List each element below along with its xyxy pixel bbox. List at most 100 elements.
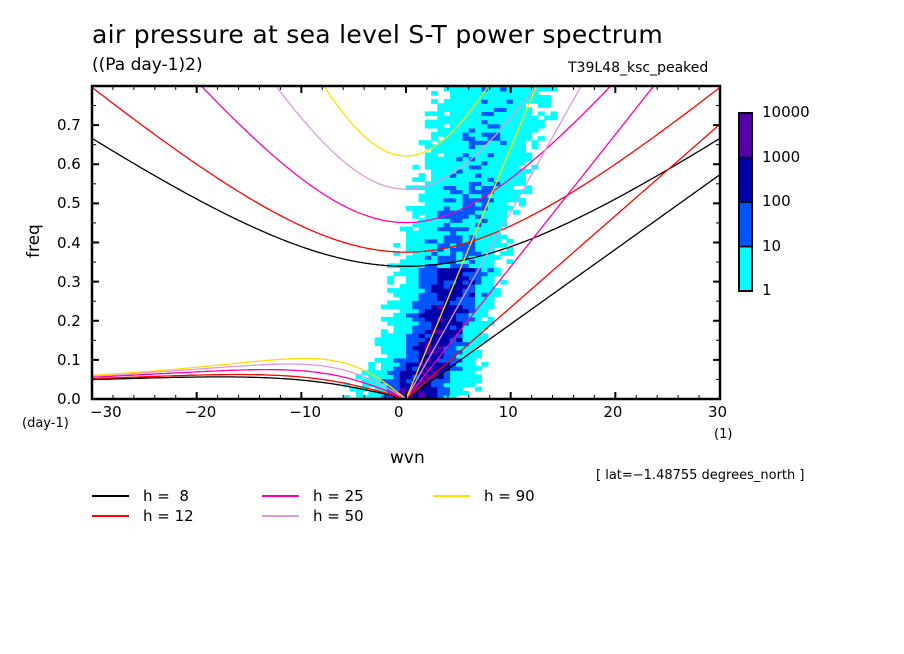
- contour-cell: [462, 136, 470, 141]
- contour-cell: [443, 357, 451, 363]
- contour-cell: [506, 205, 514, 211]
- contour-cell: [462, 370, 470, 375]
- contour-cell: [437, 370, 445, 375]
- contour-cell: [450, 370, 457, 375]
- contour-cell: [443, 164, 451, 170]
- y-tick-label: 0.3: [57, 272, 81, 291]
- contour-cell: [399, 226, 407, 232]
- contour-cell: [393, 345, 401, 351]
- contour-cell: [424, 386, 432, 392]
- contour-cell: [506, 168, 514, 174]
- contour-cell: [462, 300, 470, 306]
- contour-cell: [519, 95, 526, 100]
- contour-cell: [399, 345, 407, 351]
- contour-cell: [355, 390, 363, 396]
- contour-cell: [387, 341, 395, 347]
- contour-cell: [500, 156, 508, 162]
- kelvin-curve-h25: [405, 86, 655, 399]
- contour-cell: [393, 300, 401, 306]
- experiment-label: T39L48_ksc_peaked: [568, 60, 709, 76]
- contour-cell: [374, 378, 382, 384]
- contour-cell: [456, 279, 464, 285]
- contour-cell: [493, 173, 501, 178]
- contour-cell: [487, 279, 495, 285]
- contour-cell: [487, 242, 495, 248]
- contour-cell: [412, 312, 420, 318]
- contour-cell: [475, 296, 482, 301]
- contour-cell: [450, 168, 457, 174]
- contour-cell: [475, 251, 482, 256]
- contour-cell: [519, 144, 526, 149]
- contour-cell: [450, 341, 457, 347]
- contour-cell: [412, 267, 420, 273]
- contour-cell: [487, 140, 495, 145]
- contour-cell: [468, 95, 476, 100]
- contour-cell: [450, 263, 457, 269]
- contour-cell: [431, 304, 438, 310]
- contour-cell: [368, 366, 376, 371]
- contour-cell: [431, 316, 438, 322]
- contour-cell: [431, 214, 438, 219]
- units-label: ((Pa day-1)2): [92, 55, 203, 75]
- colorbar-frame: [738, 112, 753, 292]
- contour-cell: [424, 320, 432, 326]
- contour-cell: [387, 300, 395, 306]
- contour-cell: [343, 382, 351, 388]
- contour-cell: [399, 374, 407, 380]
- contour-cell: [462, 378, 470, 384]
- contour-cell: [437, 292, 445, 297]
- contour-cell: [487, 300, 495, 306]
- contour-cell: [424, 185, 432, 191]
- contour-cell: [512, 144, 520, 149]
- contour-cell: [468, 226, 476, 232]
- contour-cell: [475, 189, 482, 195]
- contour-cell: [506, 173, 514, 178]
- contour-cell: [500, 99, 508, 104]
- contour-cell: [519, 119, 526, 125]
- contour-cell: [424, 341, 432, 347]
- contour-cell: [412, 177, 420, 182]
- contour-cell: [431, 366, 438, 371]
- contour-cell: [437, 103, 445, 108]
- contour-cell: [450, 95, 457, 100]
- contour-cell: [450, 333, 457, 338]
- contour-cell: [399, 386, 407, 392]
- contour-cell: [519, 127, 526, 133]
- contour-cell: [500, 152, 508, 158]
- contour-cell: [380, 333, 388, 338]
- legend-swatch: [92, 515, 129, 517]
- contour-cell: [481, 247, 489, 252]
- contour-cell: [424, 226, 432, 232]
- contour-cell: [512, 173, 520, 178]
- contour-cell: [450, 173, 457, 178]
- contour-cell: [487, 86, 495, 92]
- contour-cell: [450, 308, 457, 314]
- contour-cell: [537, 99, 545, 104]
- contour-cell: [462, 325, 470, 330]
- contour-cell: [424, 230, 432, 236]
- contour-cell: [500, 189, 508, 195]
- contour-cell: [437, 123, 445, 129]
- contour-cell: [418, 366, 426, 371]
- contour-cell: [431, 132, 438, 137]
- contour-cell: [387, 382, 395, 388]
- contour-cell: [456, 284, 464, 289]
- contour-cell: [437, 341, 445, 347]
- contour-cell: [437, 275, 445, 281]
- contour-cell: [481, 284, 489, 289]
- contour-cell: [475, 160, 482, 166]
- contour-cell: [443, 242, 451, 248]
- contour-cell: [506, 251, 514, 256]
- contour-cell: [481, 214, 489, 219]
- contour-cell: [450, 222, 457, 228]
- contour-cell: [462, 296, 470, 301]
- contour-cell: [493, 201, 501, 207]
- contour-cell: [493, 210, 501, 215]
- contour-cell: [443, 325, 451, 330]
- contour-cell: [456, 181, 464, 186]
- contour-cell: [500, 95, 508, 100]
- contour-cell: [380, 394, 388, 399]
- contour-cell: [380, 304, 388, 310]
- contour-cell: [418, 362, 426, 367]
